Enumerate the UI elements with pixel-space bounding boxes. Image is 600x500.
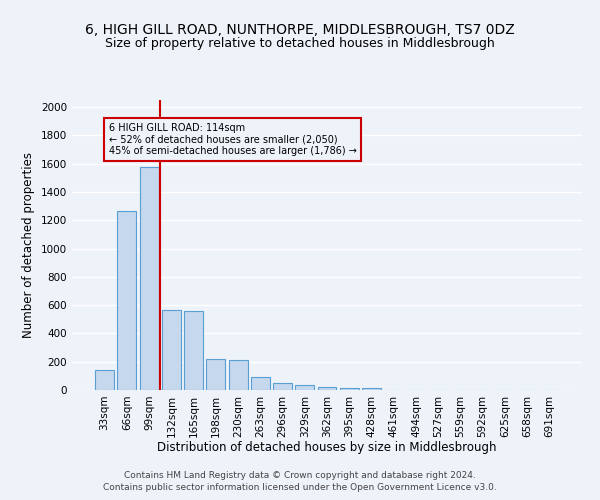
Bar — [95, 370, 114, 390]
Text: Contains public sector information licensed under the Open Government Licence v3: Contains public sector information licen… — [103, 483, 497, 492]
Bar — [273, 383, 292, 390]
Text: Contains HM Land Registry data © Crown copyright and database right 2024.: Contains HM Land Registry data © Crown c… — [124, 472, 476, 480]
Bar — [362, 388, 381, 390]
Bar — [162, 310, 181, 390]
Bar — [118, 211, 136, 390]
Y-axis label: Number of detached properties: Number of detached properties — [22, 152, 35, 338]
Text: Distribution of detached houses by size in Middlesbrough: Distribution of detached houses by size … — [157, 441, 497, 454]
Text: 6, HIGH GILL ROAD, NUNTHORPE, MIDDLESBROUGH, TS7 0DZ: 6, HIGH GILL ROAD, NUNTHORPE, MIDDLESBRO… — [85, 22, 515, 36]
Bar — [206, 359, 225, 390]
Bar — [140, 167, 158, 390]
Bar — [317, 387, 337, 390]
Bar — [295, 385, 314, 390]
Bar — [184, 311, 203, 390]
Bar — [229, 360, 248, 390]
Bar — [340, 388, 359, 390]
Bar — [251, 376, 270, 390]
Text: Size of property relative to detached houses in Middlesbrough: Size of property relative to detached ho… — [105, 38, 495, 51]
Text: 6 HIGH GILL ROAD: 114sqm
← 52% of detached houses are smaller (2,050)
45% of sem: 6 HIGH GILL ROAD: 114sqm ← 52% of detach… — [109, 122, 356, 156]
